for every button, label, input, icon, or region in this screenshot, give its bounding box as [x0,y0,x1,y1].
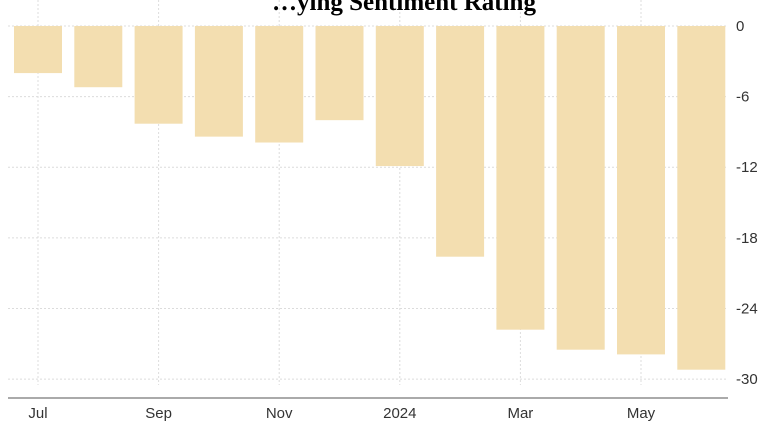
y-tick-labels: 0 -6 -12 -18 -24 -30 [736,18,758,388]
bar-2024-05 [617,26,665,355]
y-tick-label: -12 [736,159,758,176]
y-tick-label: -24 [736,300,758,317]
bars [14,26,726,370]
bar-2024-03 [496,26,545,330]
y-tick-label: -6 [736,89,749,106]
bar-2024-06 [677,26,726,370]
bar-2023-09 [134,26,183,124]
x-tick-label: Mar [507,405,533,421]
x-tick-label: Sep [145,405,172,421]
bar-2023-10 [194,26,243,137]
bar-2024-02 [436,26,485,257]
bar-2024-04 [556,26,605,350]
x-tick-label: Nov [266,405,293,421]
x-tick-label: 2024 [383,405,416,421]
x-tick-labels: Jul Sep Nov 2024 Mar May [28,405,655,421]
y-tick-label: 0 [736,18,744,35]
bar-2024-01 [375,26,424,167]
chart-title: …ying Sentiment Rating [272,0,536,16]
bar-2023-07 [14,26,62,74]
x-tick-label: Jul [28,405,47,421]
x-tick-label: May [627,405,656,421]
y-tick-label: -18 [736,230,758,247]
bar-2023-12 [315,26,364,121]
bar-2023-11 [255,26,304,143]
y-tick-label: -30 [736,371,758,388]
bar-2023-08 [74,26,123,88]
